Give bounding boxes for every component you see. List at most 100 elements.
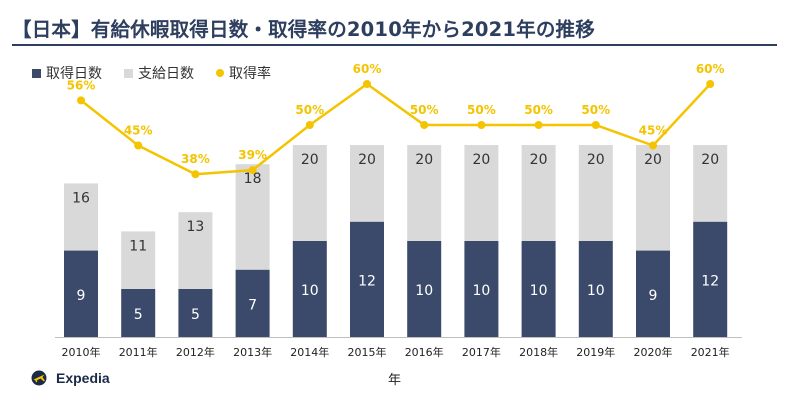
rate-point — [477, 121, 486, 129]
bar-taken — [636, 250, 670, 337]
data-label-granted: 20 — [472, 152, 490, 168]
data-label-taken: 9 — [77, 288, 86, 304]
rate-point — [534, 121, 543, 129]
data-label-taken: 9 — [649, 288, 658, 304]
bar-granted — [235, 164, 270, 270]
bar-taken — [64, 250, 98, 337]
brand-name: Expedia — [56, 370, 110, 386]
data-label-taken: 10 — [472, 283, 490, 299]
data-label-taken: 10 — [415, 283, 433, 299]
bar-granted — [292, 145, 327, 241]
legend: 取得日数 支給日数 取得率 — [32, 63, 293, 83]
bar-granted — [521, 145, 556, 241]
x-tick-label: 2013年 — [233, 345, 272, 359]
data-label-granted: 20 — [701, 152, 719, 168]
bar-taken — [292, 241, 327, 337]
legend-swatch-granted — [124, 68, 133, 78]
rate-label: 56% — [67, 78, 96, 92]
data-label-granted: 20 — [358, 152, 376, 168]
legend-label-granted: 支給日数 — [138, 66, 194, 82]
data-label-taken: 10 — [301, 283, 319, 299]
rate-point — [134, 141, 143, 150]
data-label-granted: 13 — [186, 219, 204, 235]
data-label-taken: 5 — [134, 307, 143, 323]
bar-taken — [121, 289, 156, 337]
legend-swatch-rate — [216, 69, 224, 77]
data-label-granted: 20 — [644, 152, 662, 168]
bar-taken — [178, 289, 213, 337]
bar-granted — [636, 145, 670, 251]
rate-point — [649, 141, 657, 150]
rate-point — [305, 121, 314, 129]
rate-point — [363, 80, 371, 88]
rate-label: 50% — [410, 103, 439, 117]
chart-title: 【日本】有給休暇取得日数・取得率の2010年から2021年の推移 — [12, 18, 595, 41]
data-label-taken: 12 — [358, 273, 376, 289]
bar-granted — [350, 145, 384, 222]
data-label-taken: 12 — [701, 273, 719, 289]
x-tick-label: 2010年 — [62, 345, 101, 359]
bar-taken — [235, 269, 270, 337]
legend-label-rate: 取得率 — [229, 66, 271, 82]
rate-line — [80, 82, 712, 176]
data-label-granted: 16 — [72, 190, 90, 206]
rate-point — [191, 170, 200, 179]
bar-taken — [578, 241, 613, 337]
rate-label: 60% — [353, 62, 382, 76]
rate-point — [248, 166, 257, 175]
rate-point — [591, 121, 600, 129]
x-tick-label: 2021年 — [691, 345, 730, 359]
data-label-granted: 11 — [129, 238, 147, 254]
bar-granted — [178, 212, 213, 289]
bar-taken — [693, 221, 728, 337]
data-label-granted: 18 — [244, 171, 262, 187]
rate-label: 50% — [581, 103, 610, 117]
legend-swatch-taken — [32, 68, 41, 78]
expedia-plane-logo-icon — [31, 370, 47, 386]
x-tick-label: 2011年 — [119, 345, 158, 359]
data-label-taken: 10 — [587, 283, 605, 299]
legend-item-rate: 取得率 — [216, 63, 271, 83]
title-underline — [12, 44, 777, 46]
x-tick-label: 2018年 — [519, 345, 558, 359]
rate-label: 50% — [295, 103, 324, 117]
bar-granted — [121, 231, 156, 289]
rate-point — [420, 121, 429, 129]
bar-taken — [350, 221, 384, 337]
rate-label: 60% — [696, 62, 725, 76]
x-axis-title: 年 — [388, 373, 402, 388]
data-label-taken: 5 — [191, 307, 200, 323]
bar-taken — [521, 241, 556, 337]
data-label-granted: 20 — [301, 152, 319, 168]
rate-label: 50% — [524, 103, 553, 117]
bar-granted — [464, 145, 499, 241]
data-label-taken: 10 — [530, 283, 548, 299]
bar-granted — [578, 145, 613, 241]
bar-granted — [693, 145, 728, 222]
data-label-granted: 20 — [415, 152, 433, 168]
rate-label: 38% — [181, 152, 210, 166]
x-tick-label: 2019年 — [576, 345, 615, 359]
bar-granted — [64, 183, 98, 251]
x-tick-label: 2016年 — [405, 345, 444, 359]
rate-label: 50% — [467, 103, 496, 117]
brand: Expedia — [30, 370, 110, 386]
rate-label: 45% — [124, 124, 153, 138]
bar-granted — [407, 145, 442, 241]
bar-taken — [464, 241, 499, 337]
x-tick-label: 2017年 — [462, 345, 501, 359]
x-tick-label: 2012年 — [176, 345, 215, 359]
data-label-taken: 7 — [248, 297, 257, 313]
legend-item-granted: 支給日数 — [124, 63, 194, 83]
x-tick-label: 2014年 — [290, 345, 329, 359]
rate-point — [706, 80, 715, 88]
data-label-granted: 20 — [530, 152, 548, 168]
legend-label-taken: 取得日数 — [46, 66, 102, 82]
rate-label: 39% — [238, 148, 267, 162]
x-tick-label: 2020年 — [634, 345, 673, 359]
data-label-granted: 20 — [587, 152, 605, 168]
rate-point — [77, 96, 85, 105]
x-tick-label: 2015年 — [348, 345, 387, 359]
rate-label: 45% — [639, 124, 668, 138]
